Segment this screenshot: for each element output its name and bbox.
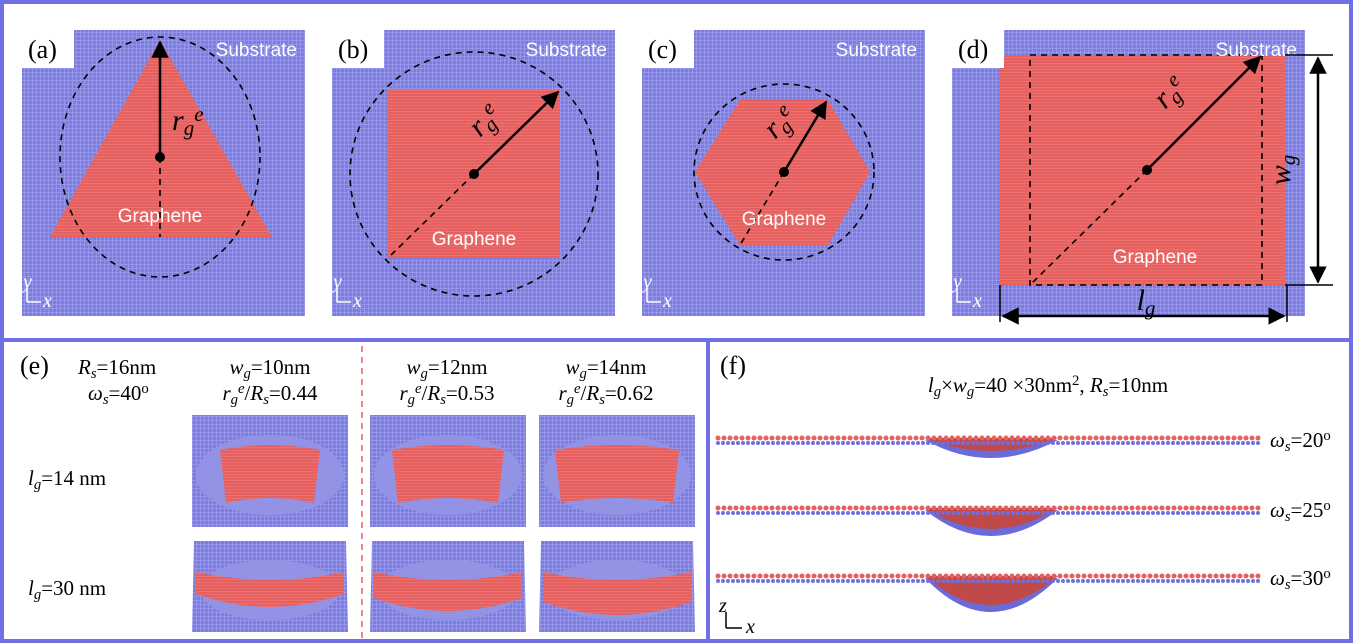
text-fragment: g <box>34 477 41 493</box>
text-fragment: =12nm <box>428 355 488 379</box>
panel-label: (c) <box>648 35 677 64</box>
text-fragment: g <box>1145 296 1156 320</box>
text-fragment: =40 <box>109 381 142 405</box>
text-fragment: R <box>585 381 599 405</box>
text-fragment: g <box>34 587 41 603</box>
text-fragment: g <box>184 116 195 140</box>
panel-label: (f) <box>720 351 746 380</box>
text-fragment: w <box>953 373 967 397</box>
text-fragment: =0.44 <box>269 381 318 405</box>
text-fragment: w <box>406 355 420 379</box>
axis-label: z <box>718 595 727 617</box>
graphene-sheet <box>555 445 679 503</box>
text-fragment: R <box>249 381 263 405</box>
text-fragment: g <box>579 366 586 382</box>
row-label: lg=30 nm <box>28 576 106 603</box>
param: ωs=40o <box>88 381 149 408</box>
text-fragment: g <box>934 384 941 400</box>
axis-label: y <box>641 271 652 293</box>
text-fragment: ω <box>1270 498 1285 522</box>
axis-label: y <box>951 271 962 293</box>
graphene-label: Graphene <box>742 209 827 230</box>
column-ratio: rge/Rs=0.53 <box>399 381 494 408</box>
text-fragment: g <box>967 384 974 400</box>
text-fragment: w <box>1264 165 1297 185</box>
substrate-label: Substrate <box>1216 40 1297 61</box>
axis-label: y <box>331 271 342 293</box>
panel-label: (a) <box>28 35 57 64</box>
row-label: lg=14 nm <box>28 466 106 493</box>
text-fragment: =16nm <box>97 355 157 379</box>
axis-arrows <box>726 612 742 628</box>
axis-label: y <box>21 271 32 293</box>
text-fragment: e <box>194 102 203 126</box>
column-width: wg=14nm <box>565 355 646 382</box>
axis-label: x <box>42 290 52 312</box>
text-fragment: =30 nm <box>41 576 106 600</box>
axis-label: x <box>745 616 755 638</box>
angle-label: ωs=20o <box>1270 428 1331 455</box>
axis-label: x <box>972 290 982 312</box>
text-fragment: g <box>1276 155 1300 166</box>
text-fragment: =40 ×30nm <box>974 373 1072 397</box>
text-fragment: o <box>141 381 148 397</box>
text-fragment: R <box>426 381 440 405</box>
text-fragment: R <box>1089 373 1103 397</box>
text-fragment: =25 <box>1291 498 1324 522</box>
text-fragment: r <box>172 104 184 137</box>
graphene-sheet <box>392 445 504 503</box>
text-fragment: ω <box>88 381 103 405</box>
center <box>469 169 479 179</box>
axis-label: x <box>662 290 672 312</box>
panel-f-header: lg×wg=40 ×30nm2, Rs=10nm <box>928 373 1168 400</box>
text-fragment: o <box>1323 428 1330 444</box>
text-fragment: =14 nm <box>41 466 106 490</box>
column-width: wg=12nm <box>406 355 487 382</box>
graphene-label: Graphene <box>432 229 517 250</box>
center <box>155 152 165 162</box>
figure: rge(a)SubstrateGrapheneyxrge(b)Substrate… <box>0 0 1353 643</box>
text-fragment: ω <box>1270 566 1285 590</box>
text-fragment: w <box>229 355 243 379</box>
text-fragment: g <box>408 392 415 408</box>
substrate-label: Substrate <box>836 40 917 61</box>
column-ratio: rge/Rs=0.62 <box>558 381 653 408</box>
text-fragment: o <box>1323 566 1330 582</box>
text-fragment: =0.53 <box>446 381 495 405</box>
text-fragment: , <box>1079 373 1090 397</box>
text-fragment: =10nm <box>251 355 311 379</box>
substrate-label: Substrate <box>526 40 607 61</box>
center <box>779 167 789 177</box>
text-fragment: =0.62 <box>605 381 654 405</box>
graphene-sheet <box>220 445 320 503</box>
panel-label: (d) <box>958 35 988 64</box>
text-fragment: o <box>1323 498 1330 514</box>
text-fragment: l <box>1137 284 1145 317</box>
param: Rs=16nm <box>77 355 156 382</box>
center <box>1142 165 1152 175</box>
text-fragment: =14nm <box>587 355 647 379</box>
column-width: wg=10nm <box>229 355 310 382</box>
panel-label: (e) <box>20 351 49 380</box>
column-ratio: rge/Rs=0.44 <box>222 381 318 408</box>
text-fragment: 2 <box>1072 373 1079 389</box>
angle-label: ωs=25o <box>1270 498 1331 525</box>
text-fragment: R <box>77 355 91 379</box>
text-fragment: =30 <box>1291 566 1324 590</box>
panel-label: (b) <box>338 35 368 64</box>
text-fragment: × <box>941 373 953 397</box>
text-fragment: w <box>565 355 579 379</box>
text-fragment: ω <box>1270 428 1285 452</box>
text-fragment: =20 <box>1291 428 1324 452</box>
text-fragment: =10nm <box>1108 373 1168 397</box>
graphene-label: Graphene <box>1113 247 1198 268</box>
text-fragment: g <box>567 392 574 408</box>
graphene-label: Graphene <box>118 206 203 227</box>
text-fragment: g <box>243 366 250 382</box>
text-fragment: g <box>420 366 427 382</box>
axis-label: x <box>352 290 362 312</box>
text-fragment: g <box>231 392 238 408</box>
substrate-label: Substrate <box>216 40 297 61</box>
angle-label: ωs=30o <box>1270 566 1331 593</box>
